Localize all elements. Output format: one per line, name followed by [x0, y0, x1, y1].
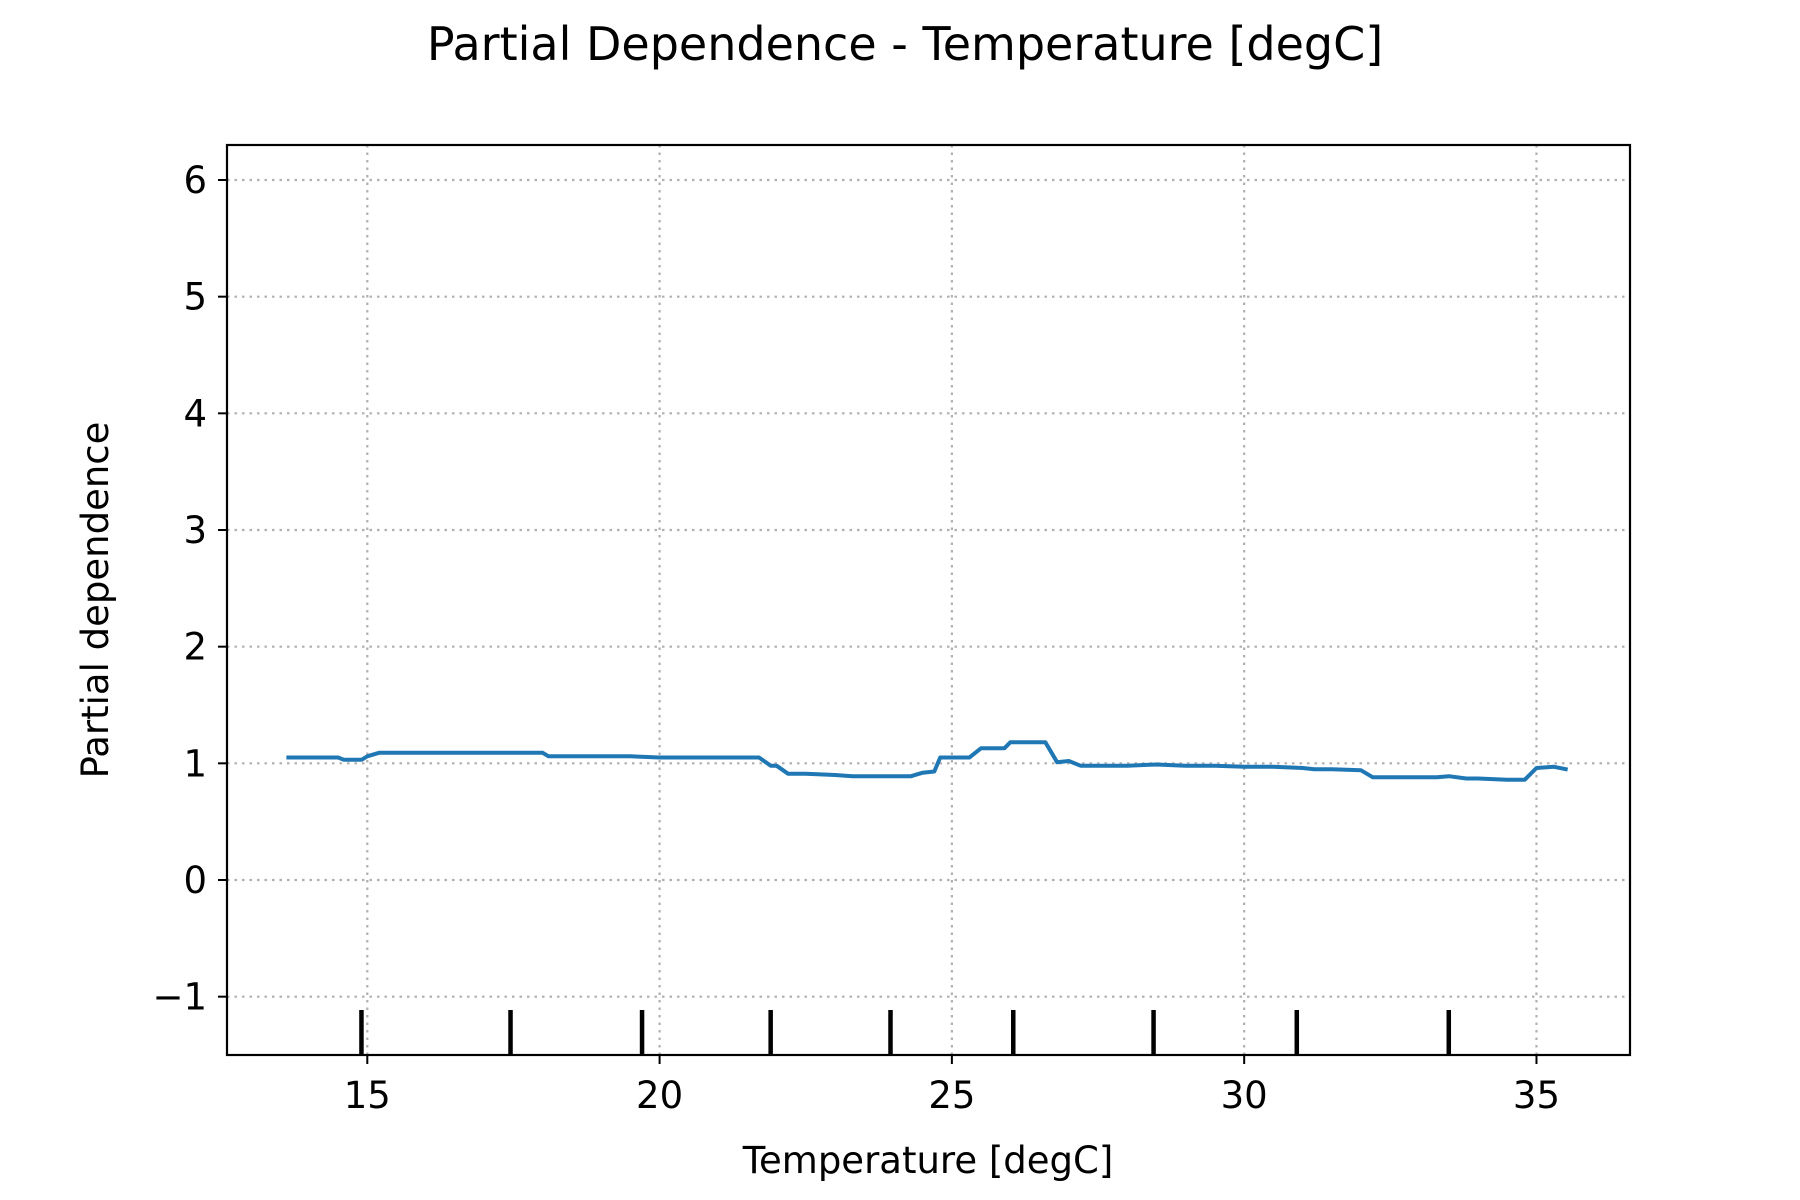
chart-title: Partial Dependence - Temperature [degC] — [427, 17, 1383, 71]
series-layer — [286, 740, 1569, 782]
x-tick-label: 20 — [636, 1074, 683, 1117]
plot-frame — [225, 143, 1632, 1057]
y-tick-label: 0 — [183, 859, 207, 902]
x-tick-label: 25 — [928, 1074, 975, 1117]
y-tick-label: 5 — [183, 276, 207, 319]
y-tick-label: 4 — [183, 392, 207, 435]
x-tick-label: 30 — [1221, 1074, 1268, 1117]
y-tick-label: 2 — [183, 626, 207, 669]
decile-rug — [359, 1010, 1452, 1055]
x-tick-label: 35 — [1513, 1074, 1560, 1117]
x-axis-label: Temperature [degC] — [742, 1139, 1114, 1182]
y-tick-label: 1 — [183, 742, 207, 785]
axis-ticks: 15 20 25 30 35 −1 0 1 2 3 4 5 6 — [152, 159, 1560, 1117]
y-tick-label: 3 — [183, 509, 207, 552]
grid-layer — [227, 145, 1630, 1055]
partial-dependence-line — [286, 740, 1569, 782]
y-tick-label: −1 — [152, 976, 207, 1019]
y-axis-label: Partial dependence — [74, 422, 117, 779]
x-tick-label: 15 — [344, 1074, 391, 1117]
y-tick-label: 6 — [183, 159, 207, 202]
